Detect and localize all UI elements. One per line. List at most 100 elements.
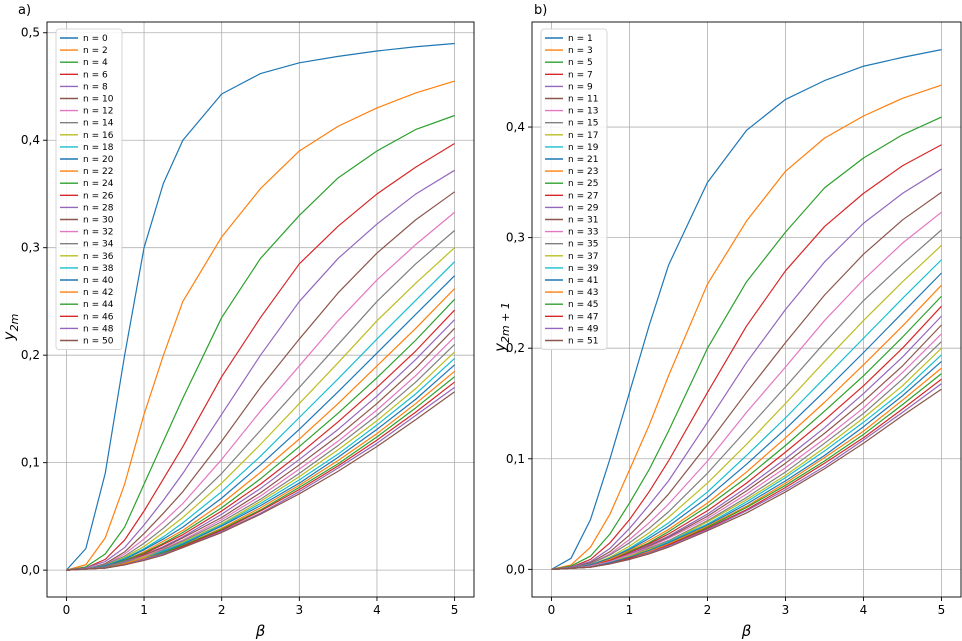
legend-entry: n = 42 (83, 288, 113, 298)
legend-entry: n = 30 (83, 216, 114, 226)
series-line-n7 (551, 144, 942, 570)
panel-label: b) (534, 3, 547, 18)
legend-entry: n = 51 (568, 337, 598, 347)
legend-box (540, 28, 608, 351)
x-tick-label: 0 (548, 603, 556, 617)
legend-entry: n = 22 (83, 167, 113, 177)
y-axis-label: y2m (0, 314, 21, 342)
legend-entry: n = 50 (83, 337, 114, 347)
series-line-n3 (551, 84, 942, 570)
chart-panel-1: 0 1 2 3 4 5 0,0 0,1 0,2 0,3 0,4 0,5 a) β y2m n = 0 n = 2… (0, 3, 475, 640)
legend-entry: n = 6 (83, 70, 108, 80)
legend-entry: n = 44 (83, 300, 114, 310)
series-line-n44 (66, 376, 455, 571)
series-line-n32 (66, 336, 456, 571)
legend-entry: n = 32 (83, 228, 113, 238)
series-line-n12 (66, 211, 455, 571)
y-tick-label: 0,1 (506, 452, 525, 466)
y-tick-label: 0,4 (506, 120, 525, 134)
legend-entry: n = 24 (83, 179, 114, 189)
x-axis-label: β (741, 622, 752, 640)
legend-entry: n = 12 (83, 107, 113, 117)
legend-entry: n = 43 (568, 288, 598, 298)
legend-entry: n = 5 (568, 58, 593, 68)
series-line-n4 (66, 114, 455, 571)
x-tick-label: 5 (938, 603, 946, 617)
legend: n = 1 n = 3 n = 5 n = 7 n = 9 n = 11 n = 13 n =… (540, 28, 608, 351)
legend-entry: n = 23 (568, 167, 598, 177)
legend-entry: n = 46 (83, 312, 114, 322)
series-line-n29 (551, 315, 942, 570)
axes-frame (46, 21, 475, 598)
series-line-n39 (551, 354, 942, 570)
series-line-n26 (66, 309, 456, 571)
legend-entry: n = 41 (568, 276, 598, 286)
legend-entry: n = 14 (83, 119, 114, 129)
series-line-n18 (66, 261, 456, 571)
legend-entry: n = 20 (83, 155, 114, 165)
series-line-n10 (66, 191, 455, 571)
series-line-n21 (551, 272, 942, 570)
legend-entry: n = 17 (568, 131, 598, 141)
series-line-n30 (66, 327, 456, 571)
legend-entry: n = 10 (83, 95, 114, 105)
legend-entry: n = 7 (568, 70, 593, 80)
series-line-n36 (66, 351, 456, 571)
legend-entry: n = 48 (83, 324, 114, 334)
x-tick-label: 1 (140, 603, 148, 617)
series-line-n1 (551, 49, 942, 570)
legend: n = 0 n = 2 n = 4 n = 6 n = 8 n = 10 n = 12 n =… (55, 28, 123, 351)
legend-entry: n = 49 (568, 324, 599, 334)
legend-entry: n = 25 (568, 179, 598, 189)
legend-entry: n = 11 (568, 95, 598, 105)
legend-entry: n = 4 (83, 58, 108, 68)
series-line-n19 (551, 259, 942, 570)
legend-entry: n = 9 (568, 82, 593, 92)
axes-frame (531, 21, 962, 598)
x-tick-label: 5 (451, 603, 459, 617)
y-tick-label: 0,2 (21, 348, 40, 362)
legend-entry: n = 31 (568, 216, 598, 226)
x-tick-label: 3 (295, 603, 303, 617)
series-line-n2 (66, 80, 455, 571)
series-line-n8 (66, 169, 455, 571)
legend-entry: n = 40 (83, 276, 114, 286)
y-tick-label: 0,1 (21, 456, 40, 470)
y-tick-label: 0,2 (506, 341, 525, 355)
series-line-n47 (551, 378, 942, 570)
legend-entry: n = 19 (568, 143, 599, 153)
legend-entry: n = 39 (568, 264, 599, 274)
x-tick-label: 1 (626, 603, 634, 617)
series-line-n14 (66, 230, 455, 571)
legend-entry: n = 28 (83, 203, 114, 213)
series-line-n24 (66, 298, 456, 571)
legend-entry: n = 21 (568, 155, 598, 165)
legend-entry: n = 0 (83, 34, 108, 44)
y-tick-label: 0,4 (21, 133, 40, 147)
legend-entry: n = 3 (568, 46, 593, 56)
series-line-n20 (66, 275, 456, 571)
legend-entry: n = 47 (568, 312, 598, 322)
legend-entry: n = 16 (83, 131, 114, 141)
x-tick-label: 2 (218, 603, 226, 617)
x-tick-label: 2 (704, 603, 712, 617)
legend-entry: n = 33 (568, 228, 598, 238)
series-line-n5 (551, 116, 942, 570)
legend-entry: n = 8 (83, 82, 108, 92)
panel-label: a) (18, 3, 31, 18)
legend-entry: n = 27 (568, 191, 598, 201)
y-tick-label: 0,3 (21, 241, 40, 255)
series-line-n9 (551, 168, 942, 570)
legend-entry: n = 2 (83, 46, 108, 56)
series-line-n50 (66, 391, 455, 571)
series-line-n43 (551, 367, 942, 570)
legend-entry: n = 45 (568, 300, 598, 310)
series-line-n34 (66, 343, 456, 571)
legend-entry: n = 34 (83, 240, 114, 250)
series-line-n15 (551, 229, 942, 570)
series-line-n11 (551, 191, 942, 570)
series-line-n6 (66, 142, 455, 571)
x-axis-label: β (255, 622, 266, 640)
